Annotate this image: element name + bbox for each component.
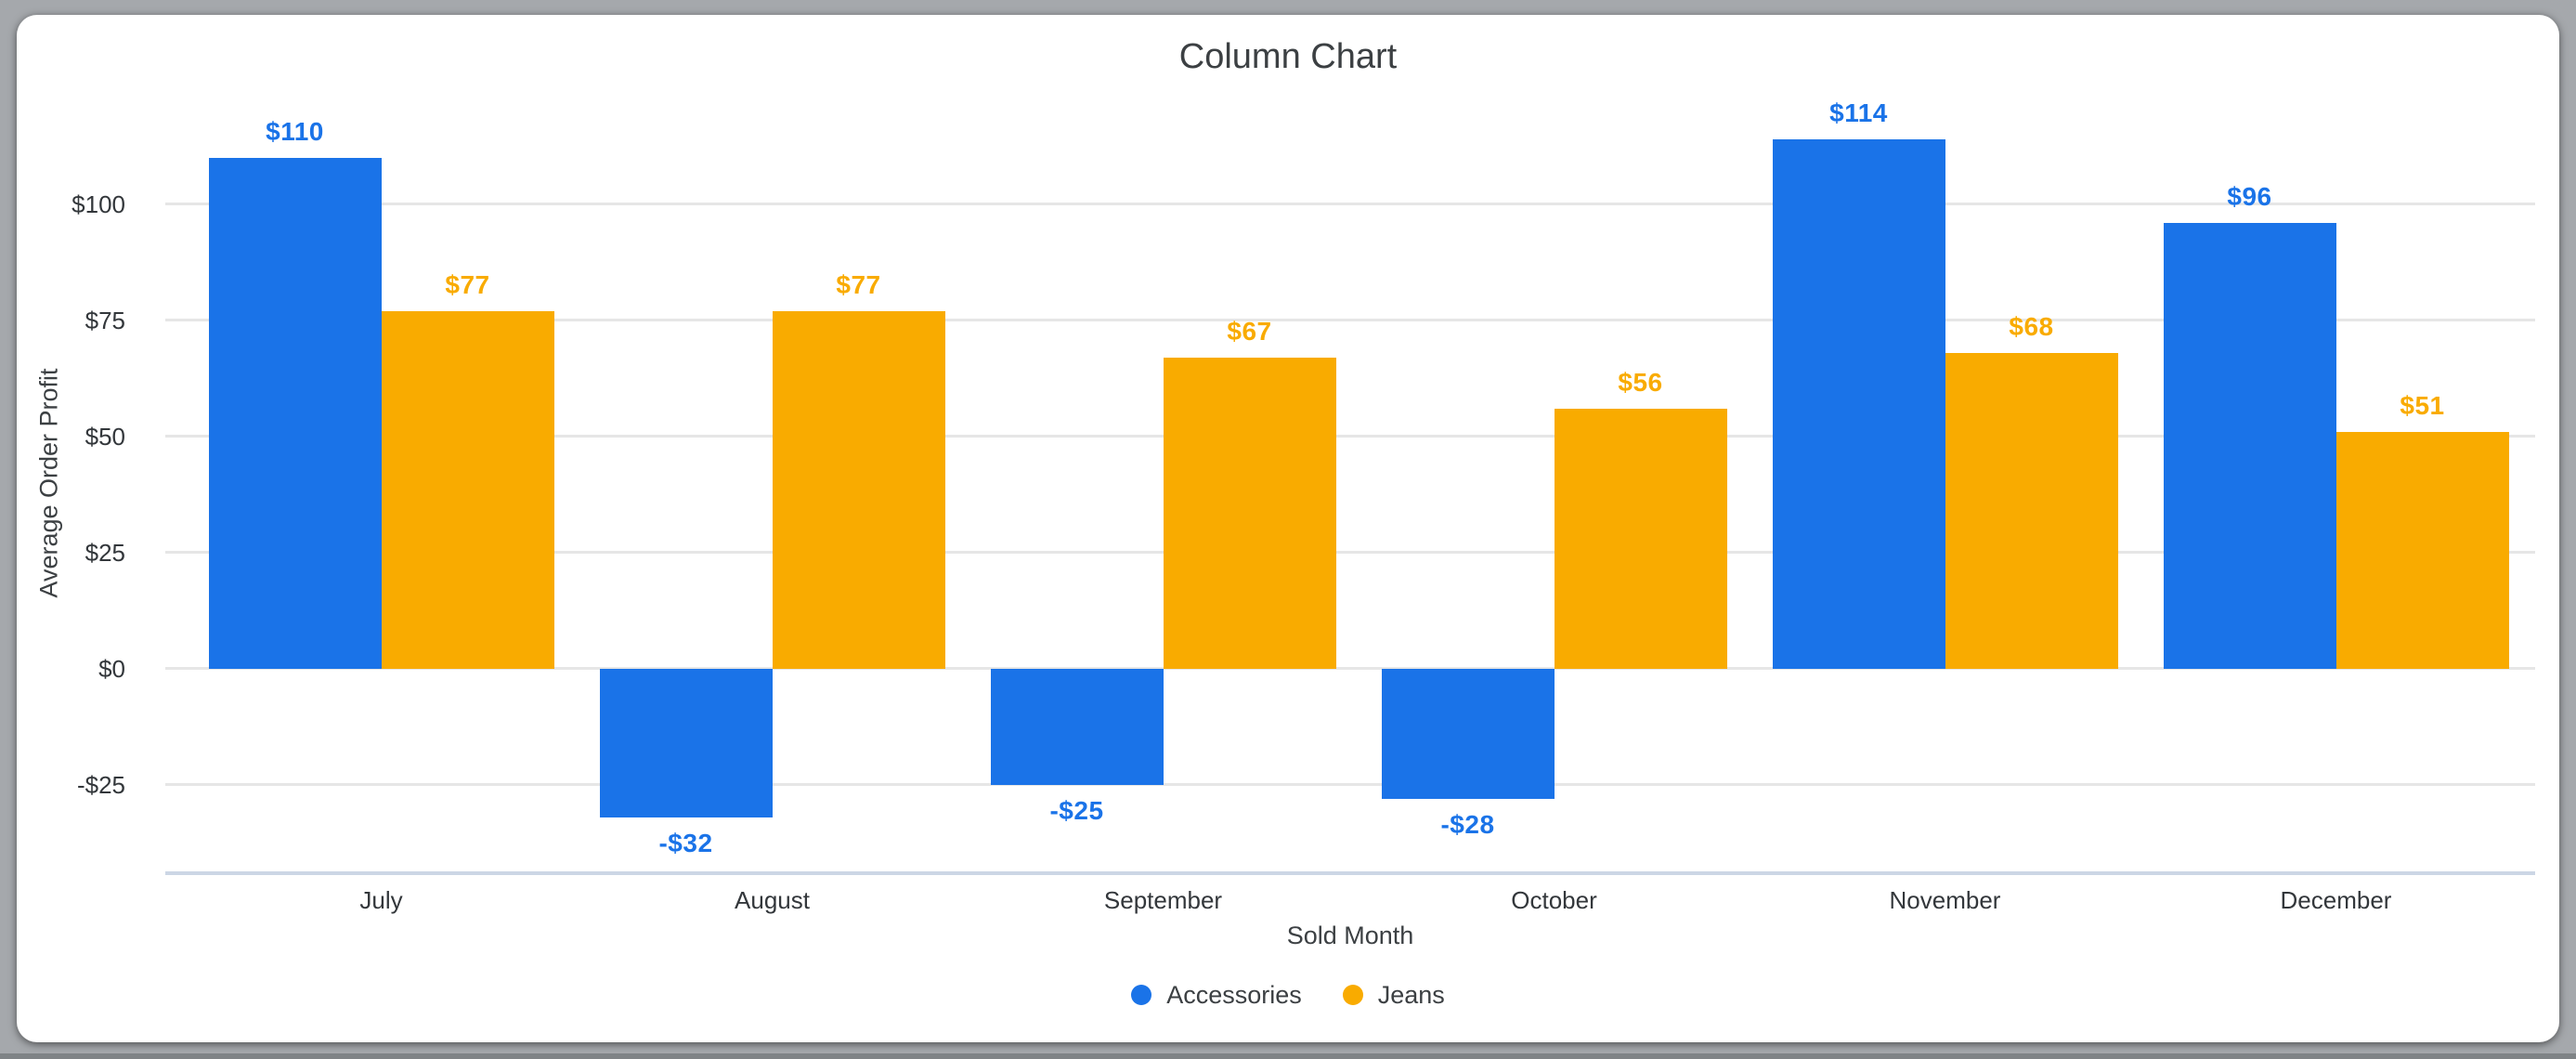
bar-label-jeans-september: $67: [1227, 317, 1272, 346]
bar-accessories-december[interactable]: [2163, 223, 2336, 669]
y-tick-label-50: $50: [85, 423, 125, 451]
x-category-label-december: December: [2280, 886, 2392, 914]
legend-dot-jeans-icon: [1342, 985, 1363, 1005]
gridline-100: [165, 203, 2535, 205]
bar-jeans-november[interactable]: [1945, 353, 2118, 669]
legend-dot-accessories-icon: [1131, 985, 1152, 1005]
gridline-0: [165, 667, 2535, 670]
bar-jeans-september[interactable]: [1163, 358, 1336, 669]
bar-label-accessories-december: $96: [2227, 182, 2272, 211]
x-category-label-october: October: [1511, 886, 1597, 914]
bar-label-accessories-october: -$28: [1440, 810, 1495, 839]
y-tick-label-100: $100: [72, 190, 125, 218]
y-tick-label-75: $75: [85, 307, 125, 334]
bar-label-jeans-october: $56: [1618, 368, 1663, 397]
bar-label-jeans-december: $51: [2400, 391, 2445, 420]
x-axis-line: [165, 871, 2535, 875]
x-category-label-july: July: [359, 886, 403, 914]
legend: Accessories Jeans: [17, 975, 2559, 1014]
x-category-label-september: September: [1103, 886, 1223, 914]
legend-item-accessories[interactable]: Accessories: [1131, 981, 1302, 1010]
legend-item-jeans[interactable]: Jeans: [1342, 980, 1445, 1010]
x-category-label-august: August: [735, 886, 810, 914]
x-category-label-november: November: [1889, 886, 2001, 914]
bar-label-jeans-july: $77: [445, 270, 490, 299]
bar-jeans-october[interactable]: [1554, 409, 1727, 669]
gridline-75: [165, 319, 2535, 321]
bar-label-accessories-september: -$25: [1049, 796, 1104, 825]
bar-accessories-july[interactable]: [208, 158, 382, 669]
chart-card: Column Chart -$25 $0 $25 $50 $75 $100 July $110…: [17, 15, 2559, 1042]
bar-jeans-august[interactable]: [772, 311, 945, 669]
x-axis-title: Sold Month: [1286, 922, 1414, 949]
bar-accessories-august[interactable]: [599, 669, 773, 817]
legend-label: Jeans: [1377, 980, 1445, 1009]
gridline--25: [165, 783, 2535, 786]
legend-label: Accessories: [1166, 980, 1302, 1009]
bar-label-accessories-november: $114: [1829, 98, 1888, 127]
y-tick-label--25: -$25: [76, 771, 125, 799]
window-bottom-edge: [0, 1053, 2576, 1059]
chart-title: Column Chart: [1178, 37, 1398, 76]
gridline-25: [165, 551, 2535, 554]
bar-label-jeans-august: $77: [836, 270, 881, 299]
bar-accessories-november[interactable]: [1772, 139, 1945, 669]
y-tick-label-25: $25: [85, 539, 125, 567]
bar-label-jeans-november: $68: [2009, 312, 2054, 341]
bar-label-accessories-july: $110: [266, 117, 324, 146]
bar-accessories-september[interactable]: [990, 669, 1164, 785]
bar-jeans-december[interactable]: [2335, 432, 2509, 669]
y-axis-title: Average Order Profit: [34, 368, 63, 598]
bar-accessories-october[interactable]: [1381, 669, 1555, 799]
gridline-50: [165, 435, 2535, 438]
bar-label-accessories-august: -$32: [658, 829, 713, 857]
y-tick-label-0: $0: [98, 655, 125, 683]
bar-jeans-july[interactable]: [381, 311, 554, 669]
